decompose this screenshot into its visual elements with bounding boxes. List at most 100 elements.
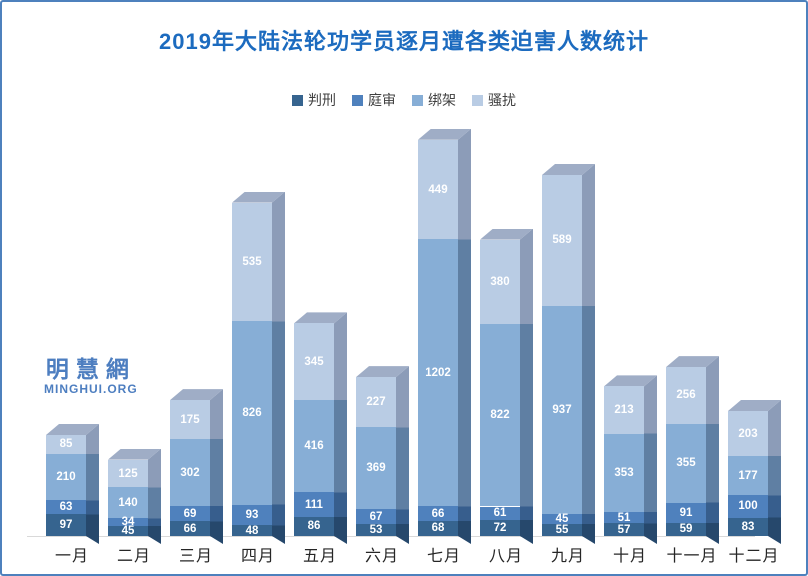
segment-harassment: 345 (294, 323, 334, 400)
x-axis-label-6: 六月 (364, 548, 399, 565)
segment-harassment: 125 (108, 459, 148, 488)
segment-sentenced: 45 (108, 525, 148, 538)
segment-value-trial: 100 (738, 500, 758, 513)
segment-value-harassment: 203 (738, 427, 758, 440)
bar-top-face (108, 448, 161, 460)
segment-abduction: 369 (356, 427, 396, 510)
legend-swatch-abduction (412, 94, 423, 106)
bar-month-12: 83 100 177 203 (728, 400, 781, 544)
bar-month-3: 66 69 302 175 (170, 389, 223, 544)
segment-value-sentenced: 48 (245, 524, 259, 537)
segment-value-harassment: 535 (242, 255, 262, 268)
legend-item-trial: 庭审 (352, 90, 396, 110)
segment-value-sentenced: 53 (369, 524, 383, 537)
segment-trial: 45 (542, 513, 582, 525)
segment-value-trial: 111 (305, 498, 323, 511)
segment-value-sentenced: 45 (121, 525, 135, 538)
segment-sentenced: 86 (294, 516, 334, 536)
segment-trial: 63 (46, 500, 86, 515)
segment-value-abduction: 1202 (425, 366, 451, 379)
segment-trial: 61 (480, 506, 520, 521)
segment-value-sentenced: 55 (555, 523, 569, 536)
x-axis-label-9: 九月 (550, 548, 585, 565)
segment-abduction: 416 (294, 399, 334, 493)
segment-value-abduction: 355 (676, 457, 696, 470)
segment-value-trial: 67 (369, 510, 383, 523)
segment-sentenced: 68 (418, 520, 458, 536)
bar-month-2: 45 34 140 125 (108, 448, 161, 544)
segment-value-trial: 51 (617, 511, 631, 524)
segment-sentenced: 55 (542, 523, 582, 536)
segment-harassment: 256 (666, 367, 706, 424)
bar-month-5: 86 111 416 345 (294, 312, 347, 544)
bar-top-face (666, 356, 719, 368)
segment-value-trial: 93 (245, 509, 259, 522)
segment-harassment: 85 (46, 435, 86, 454)
bar-top-face (294, 312, 347, 324)
segment-abduction: 822 (480, 324, 520, 507)
segment-value-sentenced: 59 (679, 523, 693, 536)
x-axis-label-8: 八月 (488, 548, 523, 565)
segment-harassment: 203 (728, 411, 768, 457)
segment-value-harassment: 345 (304, 355, 324, 368)
segment-value-abduction: 826 (242, 407, 262, 420)
x-axis-label-10: 十月 (612, 548, 647, 565)
legend-swatch-trial (352, 94, 363, 106)
bar-month-7: 68 66 1202 449 (418, 128, 471, 544)
segment-value-abduction: 177 (738, 469, 758, 482)
segment-value-abduction: 416 (304, 440, 324, 453)
segment-trial: 111 (294, 492, 334, 517)
legend-swatch-harassment (472, 94, 483, 106)
legend-label-abduction: 绑架 (428, 92, 456, 108)
segment-sentenced: 83 (728, 517, 768, 536)
segment-value-harassment: 256 (676, 389, 696, 402)
bar-month-10: 57 51 353 213 (604, 375, 657, 544)
legend-label-harassment: 骚扰 (488, 92, 516, 108)
x-axis-label-12: 十二月 (728, 548, 780, 565)
segment-value-sentenced: 97 (59, 519, 73, 532)
bar-top-face (232, 191, 285, 203)
legend-label-trial: 庭审 (368, 92, 396, 108)
bar-side-face (520, 228, 533, 544)
x-axis-line (27, 536, 755, 537)
segment-abduction: 937 (542, 305, 582, 514)
legend-swatch-sentenced (292, 94, 303, 106)
watermark-english-text: MINGHUI.ORG (44, 382, 138, 396)
x-axis-label-5: 五月 (302, 548, 337, 565)
segment-trial: 69 (170, 506, 210, 522)
segment-sentenced: 59 (666, 522, 706, 536)
chart-title: 2019年大陆法轮功学员逐月遭各类迫害人数统计 (159, 29, 649, 54)
segment-sentenced: 97 (46, 514, 86, 536)
bar-month-9: 55 45 937 589 (542, 164, 595, 544)
bar-side-face (148, 448, 161, 544)
segment-sentenced: 72 (480, 520, 520, 536)
segment-value-sentenced: 57 (617, 523, 631, 536)
segment-value-harassment: 449 (428, 183, 448, 196)
segment-harassment: 175 (170, 400, 210, 439)
bar-side-face (86, 424, 99, 544)
segment-abduction: 140 (108, 487, 148, 519)
segment-harassment: 589 (542, 175, 582, 306)
x-axis-label-7: 七月 (426, 548, 461, 565)
segment-value-harassment: 85 (59, 438, 73, 451)
bar-top-face (170, 389, 223, 401)
segment-value-abduction: 302 (180, 466, 200, 479)
bar-side-face (458, 128, 471, 544)
bar-top-face (604, 375, 657, 387)
minghui-watermark: 明慧網 MINGHUI.ORG (44, 356, 138, 396)
segment-value-trial: 61 (493, 507, 507, 520)
segment-value-sentenced: 68 (431, 522, 445, 535)
segment-trial: 93 (232, 504, 272, 526)
legend-item-sentenced: 判刑 (292, 90, 336, 110)
segment-value-harassment: 213 (614, 404, 634, 417)
segment-value-abduction: 353 (614, 466, 634, 479)
bar-month-1: 97 63 210 85 (46, 424, 99, 544)
bar-side-face (582, 164, 595, 544)
segment-abduction: 355 (666, 423, 706, 503)
segment-trial: 100 (728, 495, 768, 518)
segment-value-sentenced: 66 (183, 522, 197, 535)
segment-value-sentenced: 83 (741, 520, 755, 533)
segment-value-abduction: 822 (490, 409, 510, 422)
segment-value-harassment: 227 (366, 396, 386, 409)
